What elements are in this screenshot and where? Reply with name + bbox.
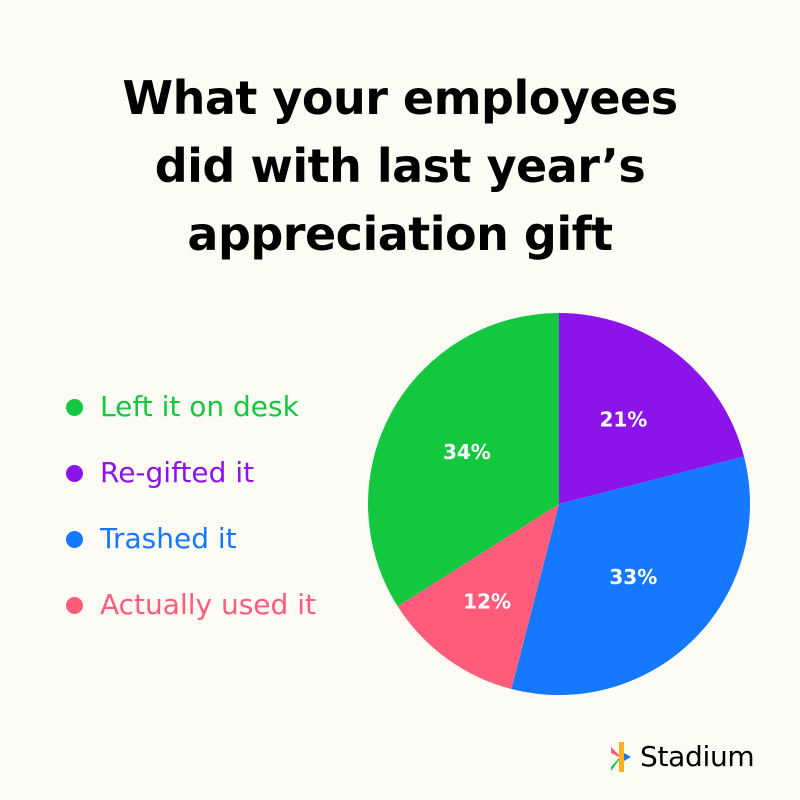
pie-label-re-gifted: 21% [599,408,647,432]
brand-name: Stadium [640,740,755,773]
stadium-logo-icon [611,741,631,772]
legend-swatch [66,597,83,614]
chart-legend: Left it on desk Re-gifted it Trashed it … [66,384,316,648]
pie-slice-re-gifted [559,313,744,504]
chart-title: What your employees did with last year’s… [0,64,800,268]
chart-title-line-3: appreciation gift [187,207,613,261]
legend-label: Trashed it [100,522,237,555]
pie-slice-trashed [511,456,751,696]
legend-item-re-gifted: Re-gifted it [66,450,316,516]
pie-label-left-on-desk: 34% [443,440,491,464]
brand: Stadium [610,740,755,773]
legend-item-left-on-desk: Left it on desk [66,384,316,450]
legend-swatch [66,465,83,482]
legend-label: Actually used it [100,588,316,621]
legend-swatch [66,399,83,416]
legend-item-trashed: Trashed it [66,516,316,582]
chart-title-line-2: did with last year’s [154,139,646,193]
legend-swatch [66,531,83,548]
legend-item-actually-used: Actually used it [66,582,316,648]
pie-slice-left-on-desk [367,313,559,607]
pie-chart: 21% 33% 12% 34% [367,313,751,696]
legend-label: Left it on desk [100,390,299,423]
pie-label-trashed: 33% [609,565,657,589]
pie-label-actually-used: 12% [463,589,511,613]
chart-title-line-1: What your employees [122,71,678,125]
pie-slice-actually-used [397,504,559,689]
legend-label: Re-gifted it [100,456,255,489]
